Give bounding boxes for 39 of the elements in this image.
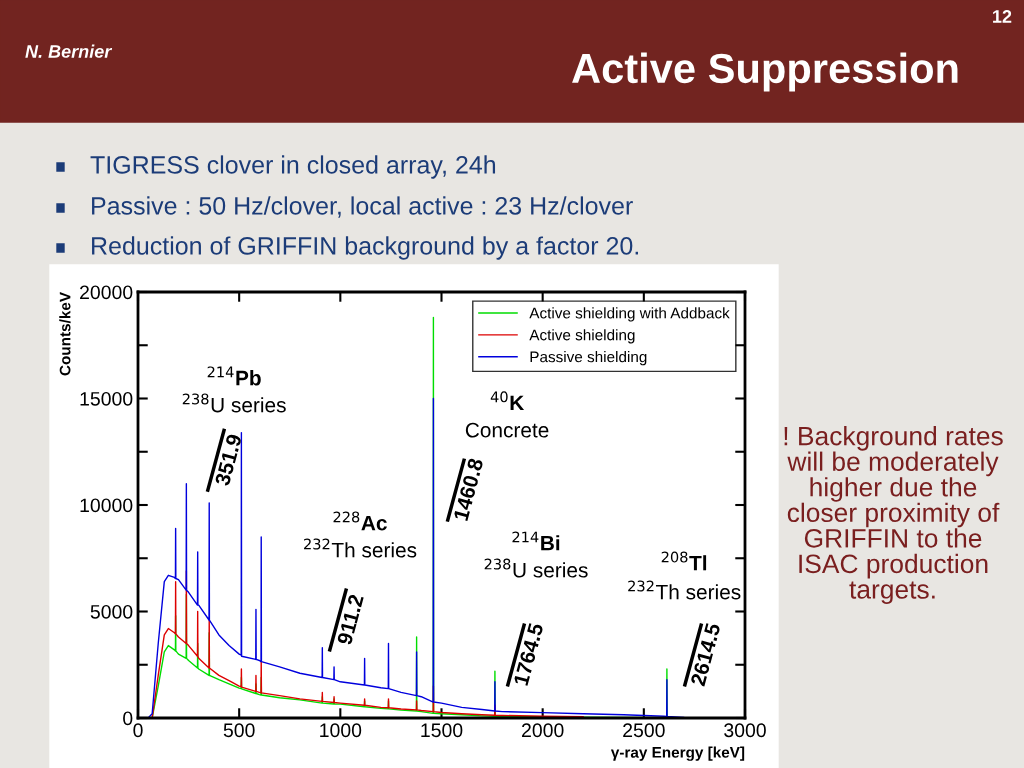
- text: ! Background rates will be moderately higher due the closer proximity of GRIFFIN to the ISAC production targets.: [784, 426, 1003, 604]
- annotation: $^{214}$Bi: [512, 531, 560, 551]
- annotation: $^{208}$Tl: [661, 551, 707, 571]
- annotation: 1764.5: [513, 622, 544, 686]
- y-tick-label: 5000: [90, 604, 133, 619]
- annotation: 351.9: [214, 433, 243, 487]
- text: Passive : 50 Hz/clover, local active : 23 Hz/clover: [92, 196, 633, 218]
- annotation: $^{232}$Th series: [628, 580, 741, 600]
- x-tick-label: 500: [223, 723, 255, 738]
- x-tick-label: 1500: [421, 723, 463, 738]
- legend-label: Passive shielding: [530, 351, 647, 366]
- y-tick-label: 10000: [80, 498, 133, 513]
- annotation: 1460.8: [453, 457, 484, 522]
- chart-title: Active Suppression: [572, 52, 958, 92]
- x-axis-title: γ-ray Energy [keV]: [610, 746, 745, 761]
- annotation: 911.2: [336, 593, 364, 646]
- x-tick-label: 3000: [724, 723, 766, 738]
- annotation: Concrete: [465, 422, 549, 438]
- annotation: $^{238}$U series: [484, 558, 588, 578]
- annotation: $^{232}$Th series: [304, 538, 417, 558]
- annotation: $^{238}$U series: [182, 393, 286, 413]
- text: N. Bernier: [25, 44, 113, 58]
- x-tick-label: 2500: [623, 723, 665, 738]
- annotation: $^{40}$K: [490, 391, 525, 411]
- y-tick-label: 15000: [80, 391, 133, 406]
- x-tick-label: 2000: [522, 723, 564, 738]
- y-tick-label: 20000: [80, 285, 133, 300]
- x-tick-label: 0: [133, 723, 143, 738]
- legend-label: Active shielding with Addback: [529, 307, 730, 322]
- annotation: $^{228}$Ac: [333, 511, 387, 531]
- text: Reduction of GRIFFIN background by a factor 20.: [92, 236, 638, 260]
- text: TIGRESS clover in closed array, 24h: [90, 155, 496, 179]
- annotation: 2614.5: [690, 622, 721, 687]
- text: 12: [993, 10, 1012, 23]
- annotation: $^{214}$Pb: [207, 366, 261, 386]
- y-axis-title: Counts/keV: [59, 292, 71, 376]
- legend-label: Active shielding: [529, 329, 635, 344]
- y-tick-label: 0: [123, 711, 133, 726]
- x-tick-label: 1000: [320, 723, 362, 738]
